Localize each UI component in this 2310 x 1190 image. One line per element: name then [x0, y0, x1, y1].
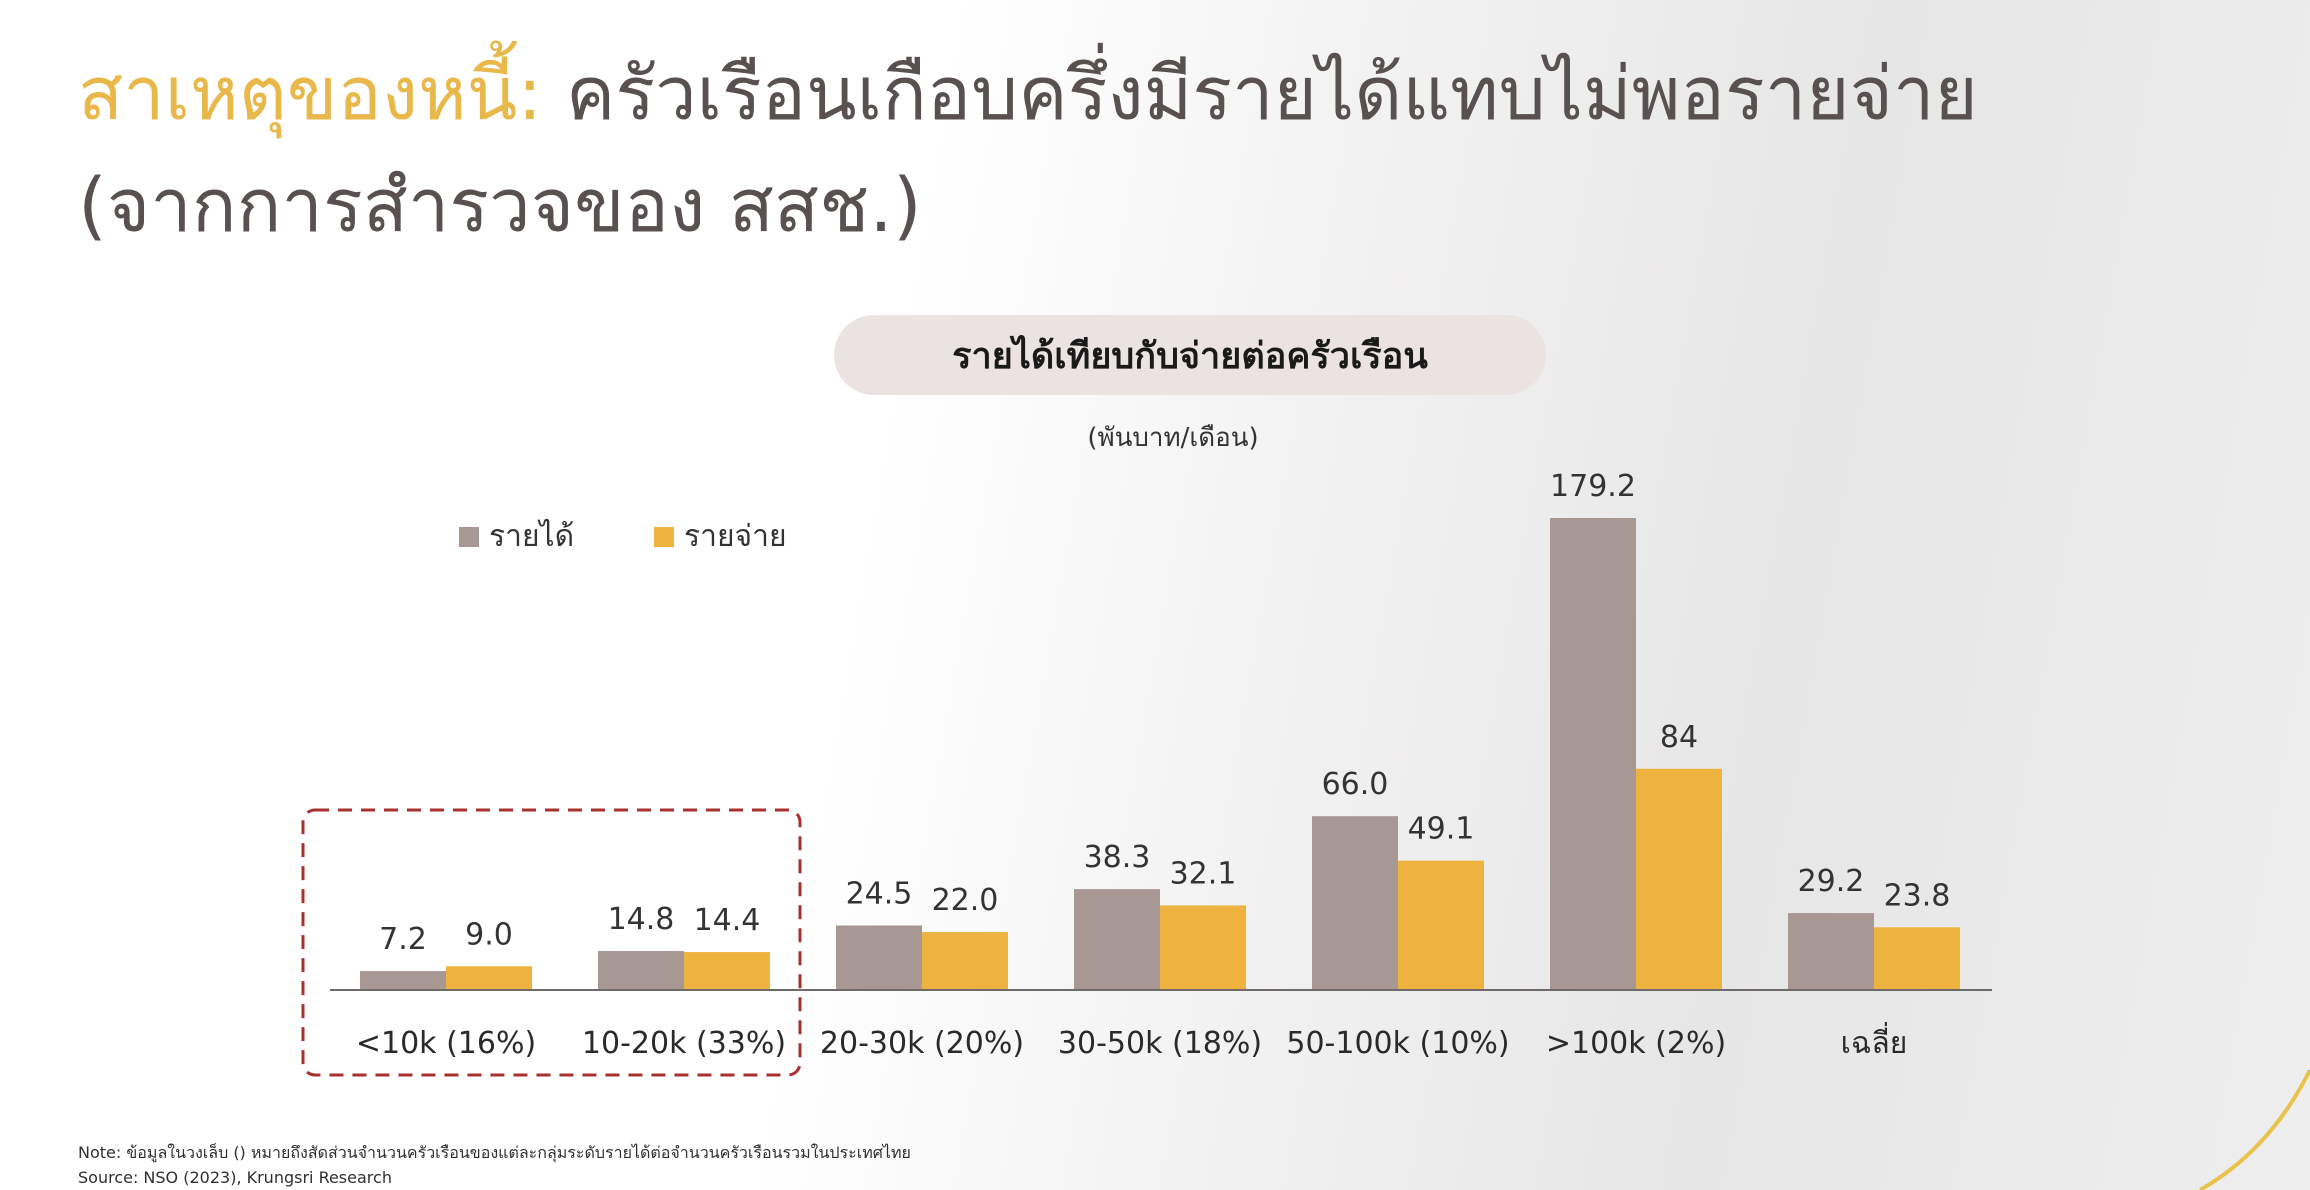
value-label-income-1: 14.8 [608, 902, 675, 937]
value-label-expense-2: 22.0 [932, 883, 999, 918]
legend-swatch-0 [459, 527, 479, 547]
bar-income-5 [1550, 518, 1636, 990]
source-text: Source: NSO (2023), Krungsri Research [78, 1168, 392, 1187]
category-label-0: <10k (16%) [356, 1026, 536, 1061]
footer-notes: Note: ข้อมูลในวงเล็บ () หมายถึงสัดส่วนจำ… [78, 1140, 911, 1190]
value-label-income-2: 24.5 [846, 876, 913, 911]
category-label-1: 10-20k (33%) [582, 1026, 786, 1061]
title-accent: สาเหตุของหนี้: [78, 51, 543, 137]
bar-expense-4 [1398, 860, 1484, 990]
category-label-4: 50-100k (10%) [1286, 1026, 1509, 1061]
value-label-expense-1: 14.4 [694, 903, 761, 938]
bar-income-0 [360, 971, 446, 990]
bar-income-4 [1312, 816, 1398, 990]
bar-income-6 [1788, 913, 1874, 990]
category-label-5: >100k (2%) [1546, 1026, 1726, 1061]
bar-expense-6 [1874, 927, 1960, 990]
bar-expense-0 [446, 966, 532, 990]
value-label-income-0: 7.2 [379, 922, 427, 957]
category-label-3: 30-50k (18%) [1058, 1026, 1262, 1061]
note-text: Note: ข้อมูลในวงเล็บ () หมายถึงสัดส่วนจำ… [78, 1143, 911, 1162]
corner-decoration [2199, 1070, 2310, 1190]
value-label-income-5: 179.2 [1550, 469, 1636, 504]
chart-title-pill [834, 315, 1546, 395]
highlight-box [301, 808, 802, 1077]
category-label-2: 20-30k (20%) [820, 1026, 1024, 1061]
category-label-6: เฉลี่ย [1841, 1022, 1908, 1061]
value-label-income-6: 29.2 [1798, 864, 1865, 899]
value-label-expense-5: 84 [1660, 720, 1698, 755]
title-main: ครัวเรือนเกือบครึ่งมีรายได้แทบไม่พอรายจ่… [565, 51, 1978, 137]
legend-swatch-1 [654, 527, 674, 547]
legend: รายได้ รายจ่าย [459, 518, 787, 554]
bar-expense-1 [684, 952, 770, 990]
bars [360, 518, 1960, 990]
category-labels: <10k (16%) 10-20k (33%) 20-30k (20%) 30-50k… [356, 1022, 1907, 1061]
bar-expense-2 [922, 932, 1008, 990]
value-label-expense-4: 49.1 [1408, 812, 1475, 847]
bar-income-1 [598, 951, 684, 990]
legend-label-0: รายได้ [489, 518, 574, 554]
chart-subtitle: (พันบาท/เดือน) [1087, 423, 1258, 453]
page-title: สาเหตุของหนี้: ครัวเรือนเกือบครึ่งมีรายไ… [78, 38, 2278, 262]
value-label-expense-3: 32.1 [1170, 856, 1237, 891]
title-line2: (จากการสำรวจของ สสช.) [78, 163, 922, 249]
value-labels: 7.2 9.0 14.8 14.4 24.5 22.0 38.3 32.1 66.0 49.1 17… [379, 469, 1950, 957]
value-label-income-3: 38.3 [1084, 840, 1151, 875]
value-label-expense-0: 9.0 [465, 917, 513, 952]
chart-title: รายได้เทียบกับจ่ายต่อครัวเรือน [952, 334, 1428, 377]
bar-income-2 [836, 925, 922, 990]
value-label-expense-6: 23.8 [1884, 878, 1951, 913]
value-label-income-4: 66.0 [1322, 767, 1389, 802]
bar-expense-3 [1160, 905, 1246, 990]
bar-income-3 [1074, 889, 1160, 990]
bar-expense-5 [1636, 768, 1722, 990]
legend-label-1: รายจ่าย [684, 519, 787, 554]
